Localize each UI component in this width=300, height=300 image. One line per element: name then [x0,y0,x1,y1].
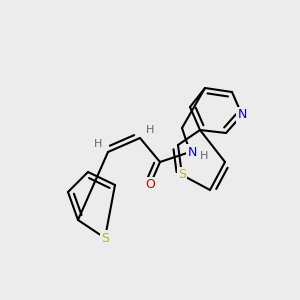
Text: H: H [146,125,154,135]
Text: S: S [178,169,186,182]
Text: H: H [94,139,102,149]
Text: N: N [187,146,197,158]
Text: S: S [101,232,109,244]
Text: N: N [237,109,247,122]
Text: H: H [200,151,208,161]
Text: O: O [145,178,155,191]
